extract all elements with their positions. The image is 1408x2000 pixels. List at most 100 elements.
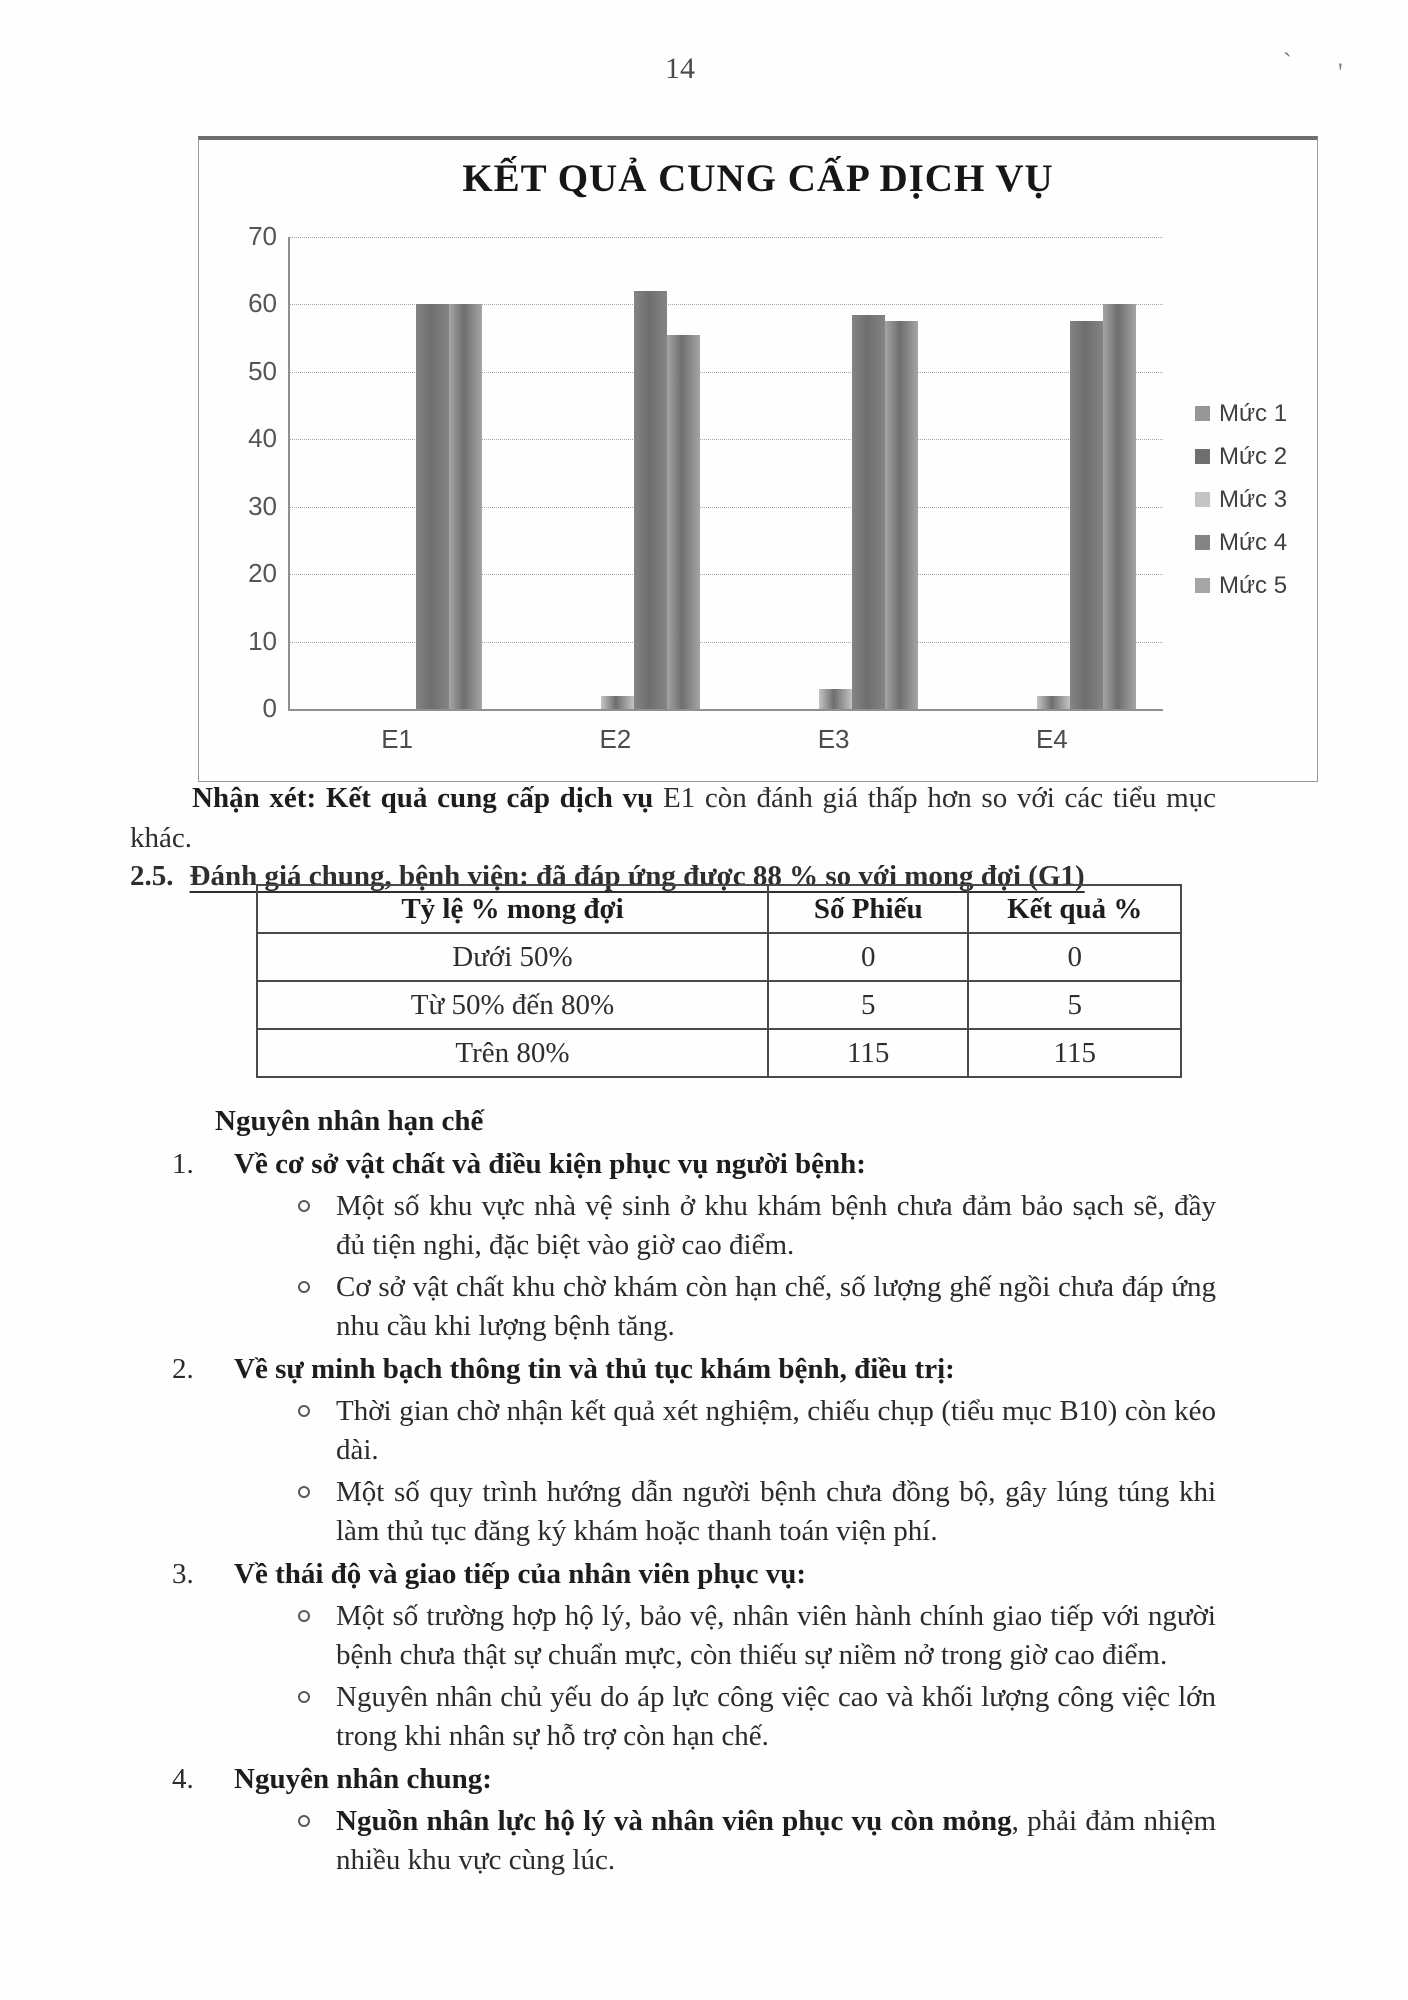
legend-swatch-icon xyxy=(1195,449,1210,464)
table-header-cell: Kết quả % xyxy=(967,884,1182,934)
causes-section: Nguyên nhân hạn chế 1. Về cơ sở vật chất … xyxy=(130,1102,1216,1880)
scan-artifact: ` xyxy=(1283,48,1292,77)
circle-bullet-icon xyxy=(298,1815,310,1827)
bar-E4-mức-3 xyxy=(1037,695,1071,709)
cause-bullet-text: Một số quy trình hướng dẫn người bệnh ch… xyxy=(336,1476,1216,1547)
y-tick-label: 10 xyxy=(248,625,277,656)
gridline xyxy=(290,574,1163,576)
service-results-chart: KẾT QUẢ CUNG CẤP DỊCH VỤ 0 10 20 30 40 50 60 70… xyxy=(198,136,1318,782)
bar-E4-mức-4 xyxy=(1070,321,1104,709)
cause-item: 4. Nguyên nhân chung: Nguồn nhân lực hộ lý… xyxy=(130,1760,1216,1880)
legend-item: Mức 2 xyxy=(1195,435,1287,478)
cause-bullet: Nguồn nhân lực hộ lý và nhân viên phục v… xyxy=(298,1802,1216,1880)
bar-E2-mức-4 xyxy=(633,290,667,709)
gridline xyxy=(290,506,1163,508)
circle-bullet-icon xyxy=(298,1486,310,1498)
gridline xyxy=(290,439,1163,441)
bar-E3-mức-5 xyxy=(885,321,919,709)
gridline xyxy=(290,304,1163,306)
cause-item-number: 4. xyxy=(172,1763,194,1795)
cause-bullet: Thời gian chờ nhận kết quả xét nghiệm, c… xyxy=(298,1392,1216,1470)
cause-item: 1. Về cơ sở vật chất và điều kiện phục vụ… xyxy=(130,1145,1216,1346)
legend-swatch-icon xyxy=(1195,578,1210,593)
y-tick-label: 70 xyxy=(248,221,277,251)
bar-E4-mức-5 xyxy=(1103,304,1137,709)
gridline xyxy=(290,237,1163,238)
table-cell: 0 xyxy=(766,932,970,982)
table-row: Trên 80% 115 115 xyxy=(256,1028,1182,1078)
legend-item: Mức 3 xyxy=(1195,478,1287,521)
table-row: Dưới 50% 0 0 xyxy=(256,932,1182,982)
table-cell: 115 xyxy=(766,1028,970,1078)
gridline xyxy=(290,371,1163,373)
legend-label: Mức 4 xyxy=(1219,528,1288,556)
bar-E3-mức-4 xyxy=(852,314,886,709)
bar-E1-mức-5 xyxy=(448,304,482,709)
bar-E1-mức-4 xyxy=(415,304,449,709)
plot-area xyxy=(288,237,1163,711)
y-tick-label: 60 xyxy=(248,288,277,319)
cause-bullet-text: Một số khu vực nhà vệ sinh ở khu khám bệ… xyxy=(336,1190,1216,1261)
legend-label: Mức 2 xyxy=(1219,442,1288,470)
legend-item: Mức 1 xyxy=(1195,392,1287,435)
scan-artifact: ' xyxy=(1338,58,1343,87)
cause-item-title: Về sự minh bạch thông tin và thủ tục khá… xyxy=(234,1353,955,1385)
y-tick-label: 50 xyxy=(248,355,277,386)
cause-bullet: Cơ sở vật chất khu chờ khám còn hạn chế,… xyxy=(298,1268,1216,1346)
table-cell: 5 xyxy=(967,980,1182,1030)
x-tick-label: E4 xyxy=(1035,724,1068,754)
legend-label: Mức 5 xyxy=(1219,571,1288,599)
section-number: 2.5. xyxy=(130,860,174,892)
cause-bullet: Nguyên nhân chủ yếu do áp lực công việc … xyxy=(298,1678,1216,1756)
y-tick-label: 0 xyxy=(262,693,277,723)
y-tick-label: 20 xyxy=(248,558,277,589)
cause-bullet-text: Nguyên nhân chủ yếu do áp lực công việc … xyxy=(336,1681,1216,1752)
comment-paragraph: Nhận xét: Kết quả cung cấp dịch vụ E1 cò… xyxy=(130,778,1216,858)
cause-bullet: Một số trường hợp hộ lý, bảo vệ, nhân vi… xyxy=(298,1597,1216,1675)
cause-bullet-text: Một số trường hợp hộ lý, bảo vệ, nhân vi… xyxy=(336,1600,1216,1671)
circle-bullet-icon xyxy=(298,1691,310,1703)
legend-item: Mức 5 xyxy=(1195,564,1287,607)
table-header-cell: Tỷ lệ % mong đợi xyxy=(256,884,769,934)
cause-item-heading: 2. Về sự minh bạch thông tin và thủ tục k… xyxy=(172,1350,1216,1389)
legend-swatch-icon xyxy=(1195,492,1210,507)
legend-label: Mức 3 xyxy=(1219,485,1288,513)
comment-bold: Nhận xét: Kết quả cung cấp dịch vụ xyxy=(192,782,654,814)
cause-item-heading: 4. Nguyên nhân chung: xyxy=(172,1760,1216,1799)
x-tick-label: E3 xyxy=(817,724,850,754)
y-tick-label: 30 xyxy=(248,490,277,521)
cause-item-number: 3. xyxy=(172,1558,194,1590)
y-tick-label: 40 xyxy=(248,423,277,454)
table-header: Tỷ lệ % mong đợi Số Phiếu Kết quả % xyxy=(256,884,1182,934)
circle-bullet-icon xyxy=(298,1610,310,1622)
gridline xyxy=(290,641,1163,643)
causes-heading: Nguyên nhân hạn chế xyxy=(215,1105,484,1137)
cause-bullet-text: Cơ sở vật chất khu chờ khám còn hạn chế,… xyxy=(336,1271,1216,1342)
cause-bullet: Một số quy trình hướng dẫn người bệnh ch… xyxy=(298,1473,1216,1551)
table-body: Dưới 50% 0 0 Từ 50% đến 80% 5 5 Trên 80% 115 115 xyxy=(256,932,1182,1078)
bar-E2-mức-3 xyxy=(600,695,634,709)
legend-item: Mức 4 xyxy=(1195,521,1287,564)
cause-bullet-text: Thời gian chờ nhận kết quả xét nghiệm, c… xyxy=(336,1395,1216,1466)
table-cell: Trên 80% xyxy=(256,1028,769,1078)
cause-item-title: Về thái độ và giao tiếp của nhân viên ph… xyxy=(234,1558,807,1590)
causes-list: 1. Về cơ sở vật chất và điều kiện phục vụ… xyxy=(130,1145,1216,1880)
cause-bullet-text: Nguồn nhân lực hộ lý và nhân viên phục v… xyxy=(336,1805,1217,1876)
table-cell: 5 xyxy=(766,980,970,1030)
chart-title: KẾT QUẢ CUNG CẤP DỊCH VỤ xyxy=(462,157,1054,200)
page-number: 14 xyxy=(665,52,695,85)
bar-E3-mức-3 xyxy=(819,688,853,709)
legend-swatch-icon xyxy=(1195,535,1210,550)
circle-bullet-icon xyxy=(298,1281,310,1293)
cause-item-number: 1. xyxy=(172,1148,194,1180)
cause-item-number: 2. xyxy=(172,1353,194,1385)
cause-bullet: Một số khu vực nhà vệ sinh ở khu khám bệ… xyxy=(298,1187,1216,1265)
x-tick-label: E1 xyxy=(381,724,414,754)
table-cell: 0 xyxy=(967,932,1182,982)
cause-item-title: Về cơ sở vật chất và điều kiện phục vụ n… xyxy=(234,1148,866,1180)
legend-swatch-icon xyxy=(1195,406,1210,421)
cause-item: 3. Về thái độ và giao tiếp của nhân viên … xyxy=(130,1555,1216,1756)
bar-E2-mức-5 xyxy=(666,334,700,709)
cause-bullet-bold: Nguồn nhân lực hộ lý và nhân viên phục v… xyxy=(336,1805,1012,1837)
